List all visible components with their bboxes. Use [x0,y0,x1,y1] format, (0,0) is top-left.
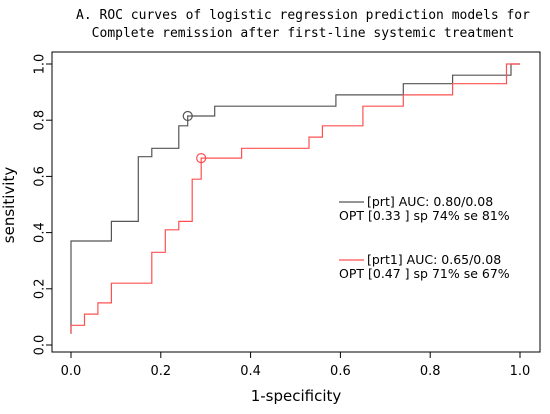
roc-curve-series-0 [70,63,520,334]
y-tick-label: 0.8 [33,110,48,131]
legend: [prt] AUC: 0.80/0.08 OPT [0.33 ] sp 74% … [339,194,510,281]
chart-title-line-2: Complete remission after first-line syst… [92,26,515,41]
y-tick-label: 1.0 [33,54,48,75]
y-tick-label: 0.2 [33,278,48,299]
legend-label-prt1: [prt1] AUC: 0.65/0.08 [367,252,501,267]
x-axis-label: 1-specificity [251,387,342,405]
x-tick-label: 0.6 [330,364,351,379]
x-tick-label: 0.4 [240,364,261,379]
x-axis: 0.0 0.2 0.4 0.6 0.8 1.0 [61,351,531,379]
optimal-cutoff-marker-0 [182,110,193,122]
legend-stats-prt1: OPT [0.47 ] sp 71% se 67% [339,266,510,281]
roc-curve-series-1 [70,63,520,334]
y-axis-label: sensitivity [0,167,18,244]
x-tick-label: 0.8 [420,364,441,379]
chart-title-line-1: A. ROC curves of logistic regression pre… [76,8,530,23]
series-layer [70,63,520,334]
optimal-cutoff-marker-1 [196,153,207,164]
y-tick-label: 0.0 [33,335,48,356]
legend-stats-prt: OPT [0.33 ] sp 74% se 81% [339,208,510,223]
y-tick-label: 0.6 [33,166,48,187]
x-tick-label: 0.2 [150,364,171,379]
legend-label-prt: [prt] AUC: 0.80/0.08 [367,194,493,209]
y-axis: 0.0 0.2 0.4 0.6 0.8 1.0 [33,54,53,356]
x-tick-label: 1.0 [510,364,531,379]
y-tick-label: 0.4 [33,222,48,243]
x-tick-label: 0.0 [61,364,82,379]
